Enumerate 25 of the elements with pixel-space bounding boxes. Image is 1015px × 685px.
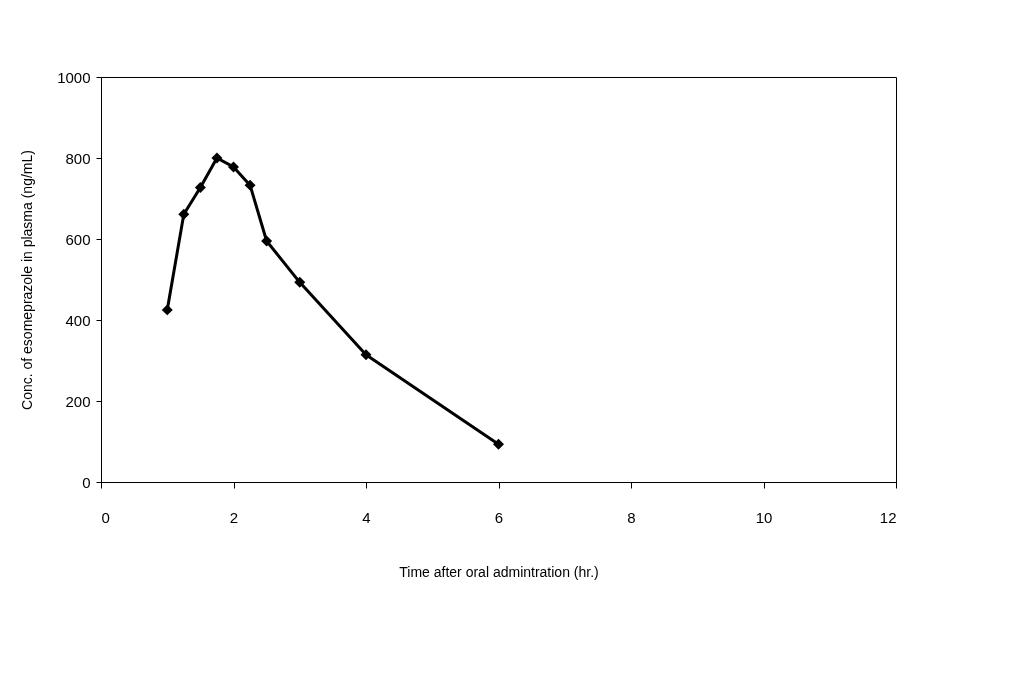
point	[211, 152, 223, 164]
point	[493, 438, 504, 450]
y-tick-label: 1000	[57, 68, 91, 86]
point	[228, 161, 239, 173]
x-tick-label: 12	[879, 508, 897, 526]
x-axis-title: Time after oral admintration (hr.)	[399, 563, 599, 580]
y-tick-label: 800	[65, 149, 91, 167]
x-tick-label: 6	[494, 508, 504, 526]
y-tick-label: 400	[65, 311, 91, 329]
x-tick-label: 4	[362, 508, 371, 526]
point	[261, 235, 273, 247]
x-tick-label: 2	[229, 508, 239, 526]
y-tick-label: 0	[82, 473, 91, 491]
point	[360, 349, 372, 361]
x-tick-label: 8	[627, 508, 636, 526]
y-tick-label: 200	[65, 392, 91, 410]
y-tick-label: 600	[65, 230, 91, 248]
point	[194, 182, 206, 194]
point	[161, 304, 173, 316]
point	[294, 276, 306, 288]
x-tick-label: 0	[101, 508, 110, 526]
y-axis-title: Conc. of esomeprazole in plasma (ng/mL)	[19, 150, 36, 410]
point	[244, 179, 256, 191]
point	[178, 208, 190, 220]
x-tick-label: 10	[755, 508, 773, 526]
